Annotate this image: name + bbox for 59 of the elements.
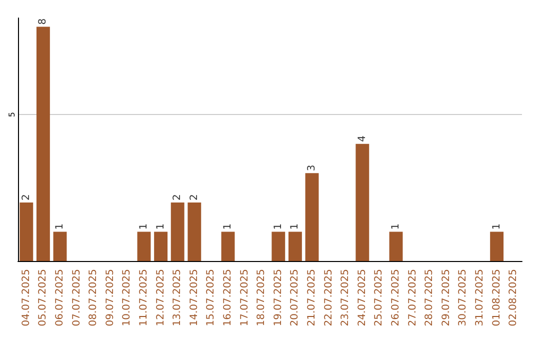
data-label: 1 xyxy=(491,223,502,230)
x-tick-label: 25.07.2025 xyxy=(374,269,385,326)
data-label: 1 xyxy=(155,223,166,230)
x-tick-label: 09.07.2025 xyxy=(104,269,116,326)
bar xyxy=(356,144,370,261)
x-tick-label: 11.07.2025 xyxy=(138,269,150,326)
data-label: 2 xyxy=(172,194,184,200)
x-tick-label: 23.07.2025 xyxy=(340,269,352,326)
data-label: 1 xyxy=(272,223,284,230)
bar xyxy=(154,232,168,261)
x-tick-label: 10.07.2025 xyxy=(122,269,133,326)
x-tick-label: 30.07.2025 xyxy=(458,269,469,326)
bar xyxy=(305,173,319,261)
x-tick-label: 15.07.2025 xyxy=(206,269,217,326)
x-tick-label: 19.07.2025 xyxy=(272,269,284,326)
bar xyxy=(389,232,403,261)
data-label: 4 xyxy=(356,136,368,142)
bar xyxy=(288,232,302,261)
x-tick-label: 21.07.2025 xyxy=(306,269,318,326)
bar xyxy=(490,232,504,261)
x-tick-label: 12.07.2025 xyxy=(155,269,166,326)
x-tick-label: 26.07.2025 xyxy=(390,269,402,326)
x-tick-label: 22.07.2025 xyxy=(323,269,334,326)
bar xyxy=(36,26,50,261)
data-label: 1 xyxy=(290,223,301,230)
x-tick-label: 31.07.2025 xyxy=(474,269,486,326)
data-label: 1 xyxy=(222,223,234,230)
x-tick-label: 27.07.2025 xyxy=(407,269,418,326)
x-tick-label: 13.07.2025 xyxy=(172,269,184,326)
x-tick-label: 07.07.2025 xyxy=(71,269,82,326)
x-tick-label: 01.08.2025 xyxy=(491,269,502,326)
bar xyxy=(170,202,184,261)
x-tick-label: 04.07.2025 xyxy=(20,269,32,326)
y-tick-label: 5 xyxy=(8,112,16,118)
bar xyxy=(137,232,151,261)
data-label: 1 xyxy=(138,223,150,230)
x-tick-label: 18.07.2025 xyxy=(256,269,268,326)
data-label: 2 xyxy=(20,194,32,200)
x-tick-label: 14.07.2025 xyxy=(188,269,200,326)
x-tick-label: 17.07.2025 xyxy=(239,269,250,326)
x-tick-label: 28.07.2025 xyxy=(424,269,436,326)
x-tick-label: 20.07.2025 xyxy=(290,269,301,326)
data-label: 2 xyxy=(188,194,200,200)
x-tick-label: 29.07.2025 xyxy=(440,269,452,326)
x-tick-label: 24.07.2025 xyxy=(356,269,368,326)
bar xyxy=(272,232,286,261)
bar xyxy=(53,232,67,261)
bar xyxy=(188,202,202,261)
x-tick-label: 16.07.2025 xyxy=(222,269,234,326)
x-tick-label: 02.08.2025 xyxy=(508,269,520,326)
x-tick-label: 05.07.2025 xyxy=(38,269,49,326)
data-label: 1 xyxy=(54,223,66,230)
x-tick-label: 08.07.2025 xyxy=(88,269,100,326)
data-label: 3 xyxy=(306,164,318,172)
x-tick-label: 06.07.2025 xyxy=(54,269,66,326)
bar xyxy=(221,232,235,261)
data-label: 1 xyxy=(390,223,402,230)
data-label: 8 xyxy=(38,18,49,25)
bar xyxy=(20,202,34,261)
